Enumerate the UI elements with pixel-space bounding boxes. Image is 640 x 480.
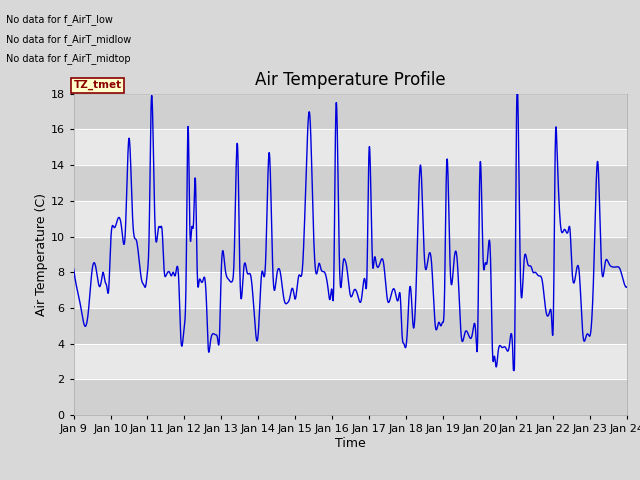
Text: TZ_tmet: TZ_tmet [74,80,122,90]
Bar [74,380,627,415]
Bar [74,308,627,344]
Bar [74,237,627,272]
Title: Air Temperature Profile: Air Temperature Profile [255,71,445,89]
Bar [74,94,627,129]
Text: No data for f_AirT_low: No data for f_AirT_low [6,14,113,25]
Text: No data for f_AirT_midtop: No data for f_AirT_midtop [6,53,131,64]
Text: No data for f_AirT_midlow: No data for f_AirT_midlow [6,34,132,45]
Y-axis label: Air Temperature (C): Air Temperature (C) [35,193,47,316]
Bar [74,165,627,201]
X-axis label: Time: Time [335,437,366,450]
